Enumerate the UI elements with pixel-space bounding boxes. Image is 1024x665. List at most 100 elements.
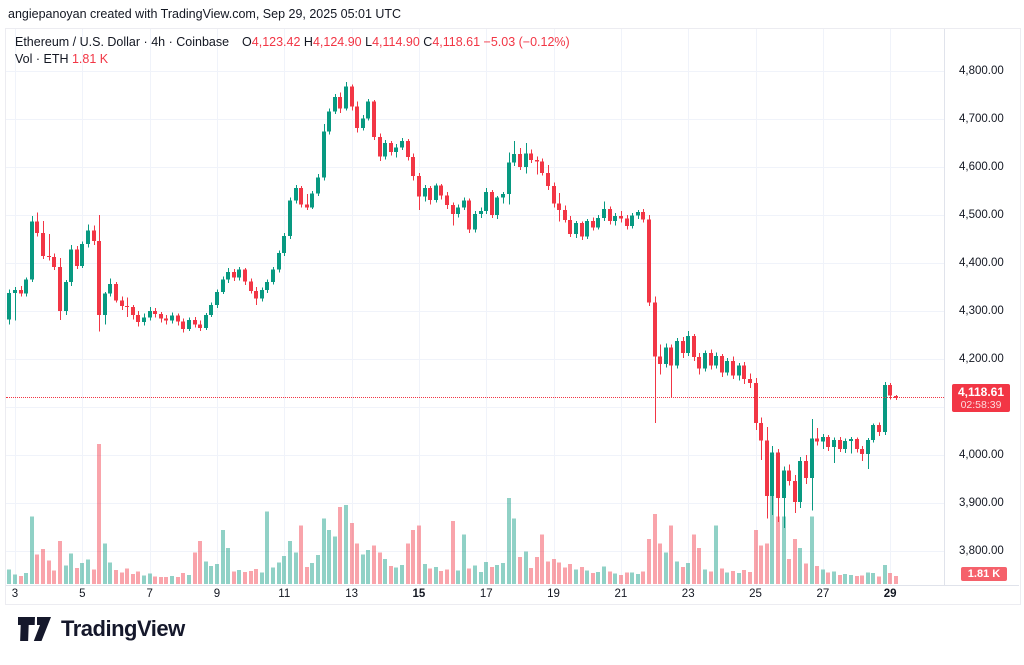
candle-body	[423, 188, 427, 197]
current-price-tag: 4,118.61 02:58:39	[952, 384, 1010, 413]
time-axis-label: 5	[79, 588, 86, 600]
candle-body	[310, 193, 314, 208]
volume-bar	[883, 565, 887, 584]
change-value: −5.03 (−0.12%)	[483, 35, 570, 49]
candle-body	[759, 422, 763, 441]
candle-body	[153, 311, 157, 314]
price-axis-label: 3,900.00	[959, 497, 1004, 509]
candle-body	[855, 439, 859, 450]
candle-body	[692, 335, 696, 358]
volume-bar	[473, 565, 477, 584]
candle-body	[529, 153, 533, 160]
volume-bar	[445, 569, 449, 584]
volume-bar	[686, 563, 690, 584]
symbol-name[interactable]: Ethereum / U.S. Dollar	[15, 35, 141, 49]
volume-bar	[97, 444, 101, 584]
candle-body	[507, 162, 511, 194]
volume-bar	[495, 565, 499, 584]
volume-bar	[467, 568, 471, 584]
volume-study-label[interactable]: Vol · ETH	[15, 52, 69, 66]
candle-body	[669, 347, 673, 366]
volume-bar	[75, 568, 79, 584]
candle-body	[35, 221, 39, 234]
volume-bar	[793, 538, 797, 584]
volume-bar	[58, 541, 62, 584]
volume-bar	[383, 559, 387, 584]
volume-bar	[428, 568, 432, 584]
candle-body	[888, 384, 892, 396]
volume-bar	[80, 563, 84, 584]
volume-bar	[725, 572, 729, 584]
volume-bar	[282, 556, 286, 584]
candle-body	[894, 395, 898, 399]
candle-body	[243, 269, 247, 282]
volume-bar	[568, 564, 572, 584]
time-axis-label: 27	[816, 588, 830, 600]
volume-bar	[608, 571, 612, 584]
candle-body	[226, 272, 230, 280]
candle-body	[19, 289, 23, 294]
candle-body	[41, 233, 45, 256]
candle-body	[164, 318, 168, 321]
volume-bar	[703, 569, 707, 584]
volume-bar	[164, 576, 168, 584]
volume-bar	[535, 556, 539, 584]
legend-volume-row: Vol · ETH 1.81 K	[15, 51, 570, 67]
volume-bar	[658, 543, 662, 584]
time-axis-label: 29	[883, 588, 897, 600]
volume-bar	[557, 562, 561, 584]
candle-body	[815, 438, 819, 442]
candle-body	[277, 252, 281, 270]
volume-bar	[552, 559, 556, 584]
flash-event-marker[interactable]	[878, 583, 920, 585]
candle-body	[647, 219, 651, 303]
volume-bar	[843, 574, 847, 584]
volume-bar	[866, 572, 870, 584]
price-axis[interactable]: 4,800.00 4,700.00 4,600.00 4,500.00 4,400.00…	[944, 29, 1020, 585]
time-axis[interactable]: 3 5 7 9 11 13 15 17 19 21 23 25 27 29	[6, 585, 1019, 604]
volume-bar	[787, 559, 791, 584]
time-axis-label: 13	[345, 588, 359, 600]
volume-bar	[366, 550, 370, 584]
candle-body	[125, 306, 129, 308]
volume-bar	[630, 572, 634, 584]
volume-bar	[697, 547, 701, 584]
chart-plot-area[interactable]: Ethereum / U.S. Dollar · 4h · Coinbase O…	[6, 29, 944, 585]
volume-bar	[619, 574, 623, 584]
volume-bar	[849, 574, 853, 584]
candle-body	[170, 315, 174, 321]
price-axis-label: 4,300.00	[959, 305, 1004, 317]
candle-body	[282, 236, 286, 253]
candle-body	[737, 365, 741, 376]
volume-bar	[394, 567, 398, 584]
candle-body	[883, 384, 887, 432]
volume-bar	[221, 529, 225, 584]
volume-bar	[181, 573, 185, 584]
volume-bar	[237, 570, 241, 584]
volume-bar	[675, 561, 679, 584]
candle-body	[608, 209, 612, 222]
volume-bar	[198, 541, 202, 584]
candle-body	[64, 282, 68, 311]
volume-axis-tag: 1.81 K	[961, 567, 1007, 581]
candle-body	[13, 289, 17, 293]
volume-bar	[776, 516, 780, 584]
volume-bar	[798, 547, 802, 584]
candle-body	[411, 156, 415, 177]
candle-body	[731, 360, 735, 376]
volume-bar	[860, 575, 864, 584]
volume-bar	[243, 571, 247, 584]
volume-bar	[484, 561, 488, 584]
tradingview-logo[interactable]: TradingView	[18, 616, 185, 642]
candle-body	[52, 257, 56, 267]
volume-bar	[804, 563, 808, 584]
ohlc-high-label: H	[303, 35, 313, 49]
volume-bar	[350, 523, 354, 584]
time-axis-label: 19	[547, 588, 560, 600]
volume-bar	[260, 572, 264, 584]
interval-value[interactable]: 4h	[151, 35, 166, 49]
volume-bar	[249, 570, 253, 584]
candle-body	[518, 154, 522, 167]
candle-body	[630, 215, 634, 227]
